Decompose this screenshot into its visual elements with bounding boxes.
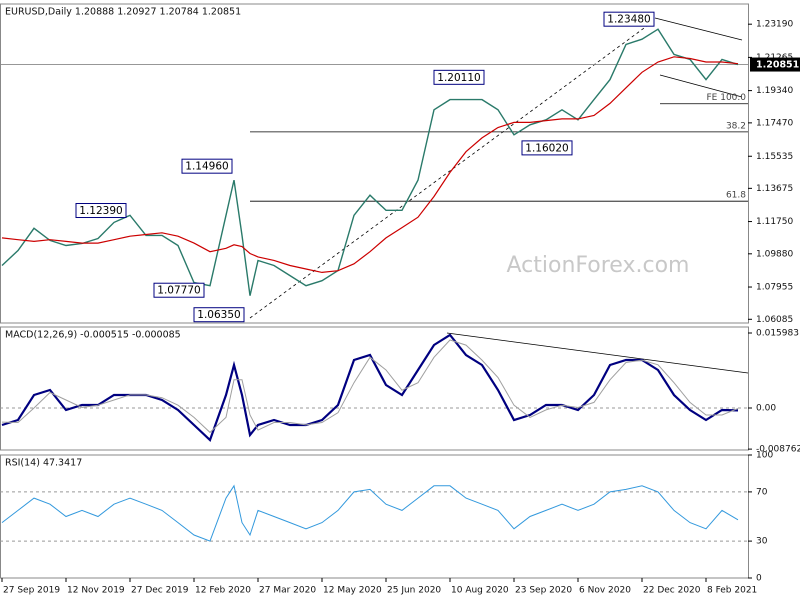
- price-annotation-box: [153, 282, 205, 298]
- x-tick-label: 22 Dec 2020: [643, 586, 701, 596]
- y-tick-label: 0.00: [756, 403, 776, 413]
- x-tick-label: 10 Aug 2020: [451, 586, 509, 596]
- watermark: ActionForex.com: [507, 253, 690, 278]
- y-tick-label: 1.13675: [756, 184, 793, 194]
- x-tick-label: 27 Dec 2019: [131, 586, 189, 596]
- price-annotation: 1.23480: [607, 14, 650, 26]
- panel-border: [0, 326, 749, 451]
- x-tick-label: 12 Nov 2019: [67, 586, 125, 596]
- fib-label: 38.2: [726, 121, 746, 131]
- panel-border: [0, 454, 749, 579]
- channel-line: [654, 17, 743, 41]
- macd-trend-line: [446, 332, 749, 374]
- x-tick-label: 23 Sep 2020: [515, 586, 572, 596]
- series-line: [1, 484, 739, 542]
- panel-border: [0, 3, 749, 324]
- price-annotation: 1.07770: [157, 285, 200, 297]
- price-annotation: 1.14960: [185, 161, 228, 173]
- y-tick-label: 1.15535: [756, 152, 793, 162]
- y-tick-label: 1.23190: [756, 20, 793, 30]
- price-annotation-box: [193, 307, 245, 323]
- price-annotation-box: [181, 158, 233, 174]
- y-tick-label: 70: [756, 487, 768, 497]
- price-annotation-box: [603, 11, 655, 27]
- y-tick-label: 0: [756, 574, 762, 584]
- panel-title: RSI(14) 47.3417: [5, 458, 82, 469]
- y-tick-label: 100: [756, 451, 773, 461]
- fib-label: FE 100.0: [707, 93, 747, 103]
- x-tick-label: 12 Feb 2020: [195, 586, 251, 596]
- price-annotation: 1.16020: [525, 142, 568, 154]
- x-tick-label: 8 Feb 2021: [707, 586, 757, 596]
- panel-title: MACD(12,26,9) -0.000515 -0.000085: [5, 330, 181, 341]
- price-annotation: 1.12390: [79, 205, 122, 217]
- y-tick-label: 0.015983: [756, 328, 799, 338]
- price-annotation-box: [75, 203, 127, 219]
- series-line: [1, 56, 739, 274]
- price-annotation: 1.06350: [197, 309, 240, 321]
- y-tick-label: 1.17470: [756, 118, 793, 128]
- x-tick-label: 12 May 2020: [323, 586, 382, 596]
- y-tick-label: 1.09880: [756, 249, 793, 259]
- y-tick-label: 30: [756, 537, 768, 547]
- last-price-box: [750, 57, 800, 72]
- price-annotation-box: [433, 69, 485, 85]
- y-tick-label: 1.11750: [756, 217, 793, 227]
- channel-line: [659, 74, 743, 98]
- x-tick-label: 25 Jun 2020: [387, 586, 441, 596]
- series-line: [1, 28, 739, 296]
- y-tick-label: 1.06085: [756, 315, 793, 325]
- y-tick-label: 1.19340: [756, 86, 793, 96]
- y-tick-label: -0.008762: [756, 445, 800, 455]
- x-tick-label: 27 Mar 2020: [259, 586, 316, 596]
- last-price-label: 1.20851: [756, 60, 799, 71]
- fib-label: 61.8: [726, 191, 746, 201]
- price-annotation: 1.20110: [437, 72, 480, 84]
- x-tick-label: 27 Sep 2019: [3, 586, 60, 596]
- series-line: [1, 339, 739, 434]
- y-tick-label: 1.07955: [756, 283, 793, 293]
- price-annotation-box: [521, 140, 573, 156]
- panel-title: EURUSD,Daily 1.20888 1.20927 1.20784 1.2…: [5, 7, 241, 18]
- x-tick-label: 6 Nov 2020: [579, 586, 631, 596]
